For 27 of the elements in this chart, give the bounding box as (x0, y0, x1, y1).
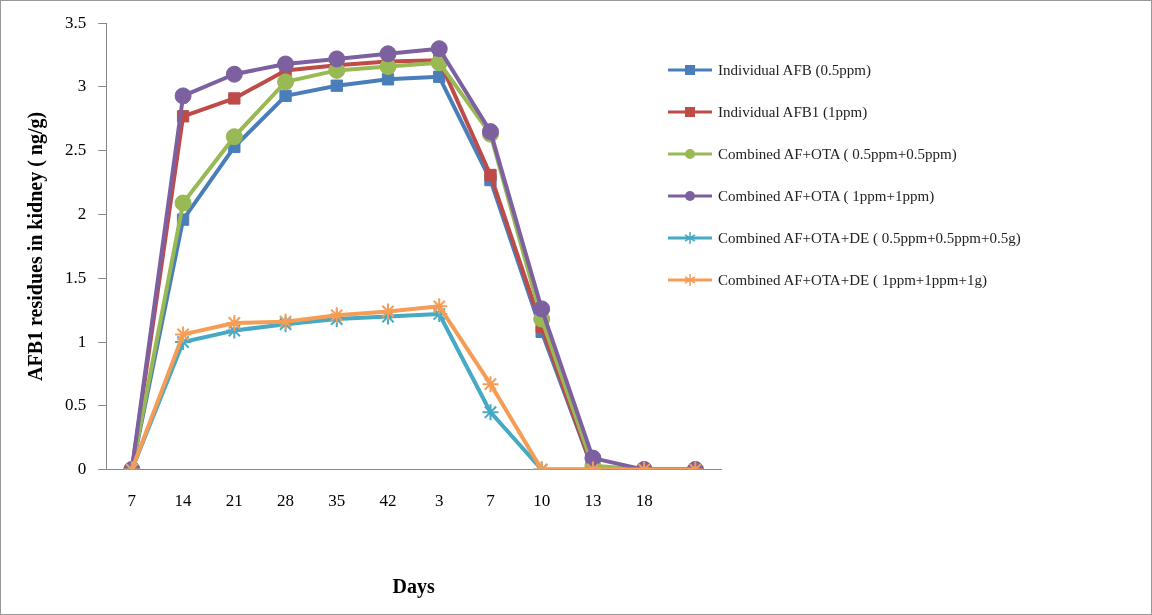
y-tick-label: 2 (77, 203, 87, 223)
x-axis-title: Days (392, 575, 435, 599)
x-tick-label: 14 (174, 491, 193, 511)
legend-label: Combined AF+OTA+DE ( 0.5ppm+0.5ppm+0.5g) (718, 229, 1021, 247)
x-tick-label: 13 (584, 491, 602, 511)
y-tick-label: 1.5 (65, 267, 87, 287)
x-tick-label: 35 (328, 491, 346, 511)
legend-label: Combined AF+OTA+DE ( 1ppm+1ppm+1g) (718, 271, 987, 289)
x-tick-label: 28 (277, 491, 295, 511)
x-tick-label: 7 (127, 491, 137, 511)
y-tick-label: 3 (77, 76, 87, 96)
y-tick-label: 1 (77, 331, 87, 351)
x-tick-label: 18 (635, 491, 653, 511)
x-tick-label: 21 (225, 491, 243, 511)
x-tick-label: 7 (486, 491, 496, 511)
legend-label: Combined AF+OTA ( 0.5ppm+0.5ppm) (718, 145, 957, 163)
y-tick-label: 0.5 (65, 395, 87, 415)
x-tick-label: 42 (379, 491, 397, 511)
legend-label: Individual AFB (0.5ppm) (718, 61, 871, 79)
y-tick-label: 3.5 (65, 12, 87, 32)
y-tick-label: 0 (77, 459, 87, 479)
y-tick-label: 2.5 (65, 140, 87, 160)
legend-label: Individual AFB1 (1ppm) (718, 103, 868, 121)
x-tick-label: 10 (533, 491, 551, 511)
x-tick-label: 3 (434, 491, 444, 511)
legend-label: Combined AF+OTA ( 1ppm+1ppm) (718, 187, 935, 205)
y-axis-title: AFB1 residues in kidney ( ng/g) (24, 111, 48, 381)
